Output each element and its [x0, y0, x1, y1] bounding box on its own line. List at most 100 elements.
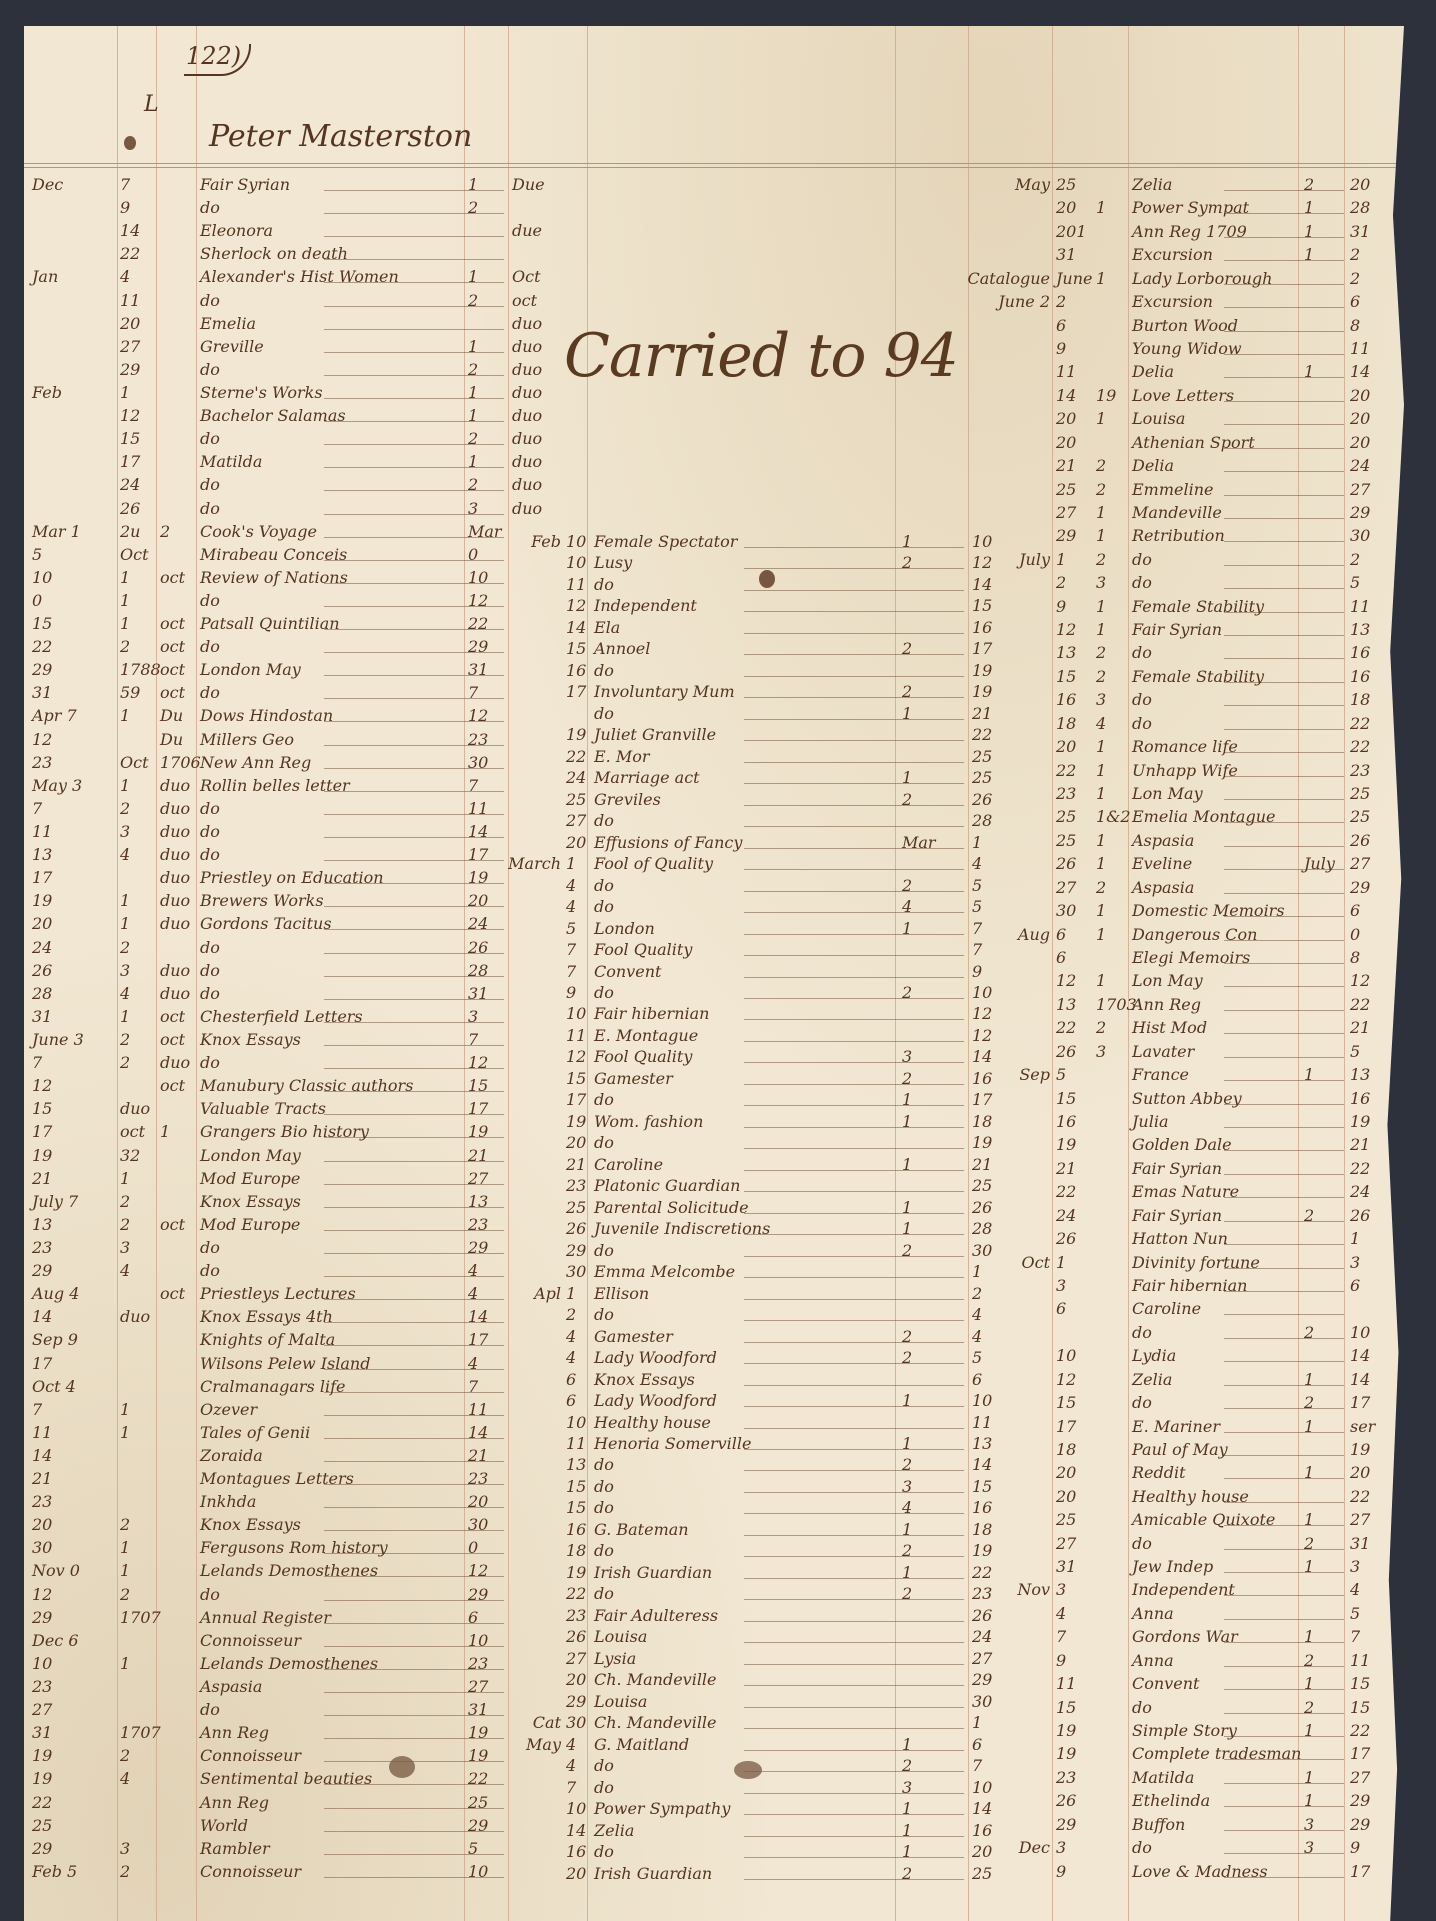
entry-return-day: 31 [1350, 1533, 1371, 1553]
entry-day: 15 [1056, 666, 1077, 686]
entry-day: 27 [120, 336, 141, 356]
entry-return-day: 20 [1350, 409, 1371, 429]
ledger-entry: Feb 1 Sterne's Works 1 duo [24, 384, 1404, 401]
ledger-entry: 11 do 2 oct [24, 292, 1404, 309]
ruled-dash [744, 1083, 964, 1085]
entry-day: 12 [1056, 620, 1077, 640]
entry-title: Sherlock on death [200, 244, 348, 264]
ledger-entry: 24 2 do 26 [24, 939, 1404, 956]
ruled-dash [324, 929, 504, 931]
entry-title: do [200, 1053, 220, 1073]
entry-day: 3 [120, 822, 131, 842]
entry-return-day: 17 [1350, 1393, 1371, 1413]
entry-status: duo [512, 475, 543, 495]
entry-number: 7 [468, 775, 479, 795]
ruled-dash [1224, 1244, 1344, 1246]
entry-volume: 1 [1096, 854, 1107, 874]
entry-return-day: 27 [1350, 479, 1371, 499]
entry-day: 11 [1056, 362, 1077, 382]
entry-date-month: 5 [32, 544, 43, 564]
ruled-dash [324, 513, 504, 515]
ruled-dash [1224, 1829, 1344, 1831]
entry-status: duo [512, 452, 543, 472]
entry-volume: duo [160, 822, 191, 842]
ruled-dash [1224, 1361, 1344, 1363]
entry-day: 26 [1056, 1791, 1077, 1811]
entry-title: do [1132, 1322, 1152, 1342]
entry-title: Knox Essays [200, 1030, 301, 1049]
entry-number: 12 [468, 590, 489, 610]
ruled-dash [324, 790, 504, 792]
entry-return-day: 4 [1350, 1580, 1361, 1600]
entry-title: Lon May [1132, 971, 1203, 991]
entry-title: Fair Syrian [200, 175, 291, 194]
ledger-entry: Jan 4 Alexander's Hist Women 1 Oct [24, 268, 1404, 285]
entry-return-day: 1 [1350, 1229, 1361, 1249]
ruled-dash [744, 547, 964, 548]
entry-volume: duo [160, 1053, 191, 1073]
ruled-dash [324, 351, 504, 353]
ruled-dash [1224, 1126, 1344, 1128]
entry-day: 10 [1056, 1346, 1077, 1366]
ledger-entry: 23 Oct 1706 New Ann Reg 30 [24, 754, 1404, 771]
entry-title: Excursion [1132, 292, 1213, 312]
ledger-entry: 19 Golden Dale 21 [24, 1136, 1404, 1153]
entry-volume: 3 [1096, 573, 1107, 593]
entry-volume: duo [160, 845, 191, 865]
ledger-entry: 20 Emelia duo [24, 315, 1404, 332]
ledger-entry: 9 Anna 2 11 [24, 1652, 1404, 1669]
ruled-dash [324, 282, 504, 284]
entry-title: Patsall Quintilian [200, 614, 340, 634]
ruled-dash [324, 1021, 504, 1023]
entry-title: Fair Syrian [1132, 1205, 1223, 1225]
ruled-dash [324, 536, 504, 538]
entry-date-month: 24 [32, 937, 53, 957]
entry-return-day: 13 [1350, 620, 1371, 640]
entry-date-month: 20 [32, 914, 53, 934]
entry-day: 27 [1056, 502, 1077, 522]
entry-day: 15 [1056, 1088, 1077, 1108]
entry-day: 20 [1056, 432, 1077, 452]
ruled-dash [1224, 799, 1344, 801]
ruled-dash [1224, 353, 1344, 355]
entry-title: do [200, 937, 220, 957]
entry-return-day: 27 [1350, 1510, 1371, 1530]
entry-title: Paul of May [1132, 1439, 1228, 1459]
entry-volume: duo [160, 775, 191, 795]
entry-number: 14 [468, 822, 489, 842]
entry-title: Review of Nations [200, 567, 348, 587]
entry-number: 22 [468, 614, 489, 634]
ruled-dash [1224, 541, 1344, 543]
entry-return-day: 17 [1350, 1861, 1371, 1881]
entry-volume: 1 [1096, 409, 1107, 429]
ledger-entry: June 3 2 oct Knox Essays 7 [24, 1031, 1404, 1048]
entry-day: 18 [1056, 713, 1077, 733]
ruled-dash [1224, 471, 1344, 473]
rule-line [968, 26, 969, 1921]
entry-day: 25 [1056, 479, 1077, 499]
entry-day: 9 [1056, 596, 1067, 616]
entry-title: Lydia [1132, 1346, 1177, 1366]
entry-volume: 3 [1096, 690, 1107, 710]
entry-number: 28 [468, 960, 489, 980]
entry-date-month: May 3 [32, 775, 83, 795]
ledger-entry: 25 1 Aspasia 26 [24, 832, 1404, 849]
ledger-entry: July 1 2 do 2 [24, 551, 1404, 568]
entry-return-day: 14 [1350, 1346, 1371, 1366]
entry-day: 11 [1056, 1674, 1077, 1694]
ledger-entry: 5 Oct Mirabeau Conceis 0 [24, 546, 1404, 563]
ruled-dash [324, 883, 504, 885]
entry-volume: 1 [1304, 1791, 1315, 1811]
ledger-entry: 13 2 do 16 [24, 644, 1404, 661]
ledger-entry: 20 1 Power Sympat 1 28 [24, 199, 1404, 216]
ledger-entry: 17 Matilda 1 duo [24, 453, 1404, 470]
ledger-entry: 20 Athenian Sport 20 [24, 434, 1404, 451]
ruled-dash [324, 190, 504, 191]
entry-number: 20 [468, 891, 489, 911]
entry-return-day: 27 [1350, 1767, 1371, 1787]
ruled-dash [1224, 775, 1344, 777]
ruled-dash [744, 1857, 964, 1859]
entry-volume: 3 [1304, 1838, 1315, 1858]
entry-date-month: 10 [32, 567, 53, 587]
entry-volume: 2 [1304, 1322, 1315, 1342]
